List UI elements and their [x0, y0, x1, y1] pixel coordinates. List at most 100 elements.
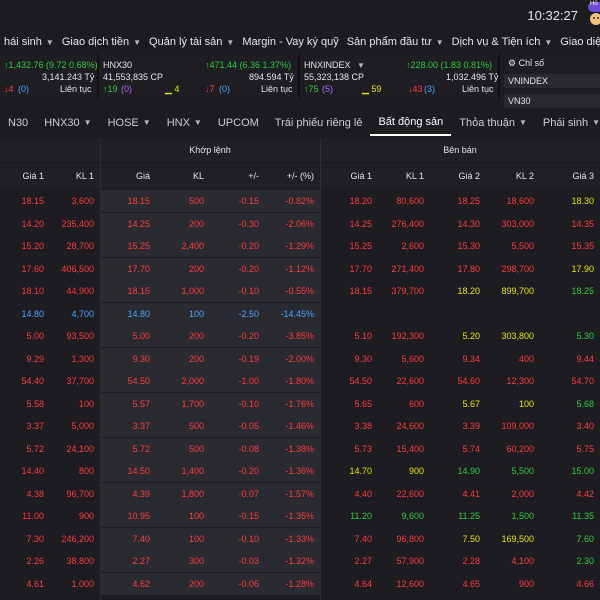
table-row[interactable]: 14.40 800 14.50 1,400 -0.20 -1.36% 14.70 900 14.… — [0, 460, 600, 482]
column-separator — [100, 138, 101, 600]
table-cell: 5.72 — [0, 437, 50, 460]
table-cell: 1,700 — [156, 392, 210, 415]
table-cell: 5,600 — [378, 347, 430, 370]
tab-3[interactable]: HNX ▼ — [159, 110, 210, 136]
tab-1[interactable]: HNX30 ▼ — [36, 110, 99, 136]
table-cell: 14.20 — [0, 212, 50, 235]
support-avatar-icon[interactable]: Hỗ — [588, 1, 600, 26]
menu-item-1[interactable]: Giao dịch tiền ▼ — [58, 36, 145, 48]
table-row[interactable]: 9.29 1,300 9.30 200 -0.19 -2.00% 9.30 5,600 9.34… — [0, 347, 600, 370]
column-header-3[interactable]: KL — [192, 171, 204, 181]
tab-4[interactable]: UPCOM — [210, 110, 267, 136]
table-cell: -0.06 — [210, 572, 265, 595]
tab-2[interactable]: HOSE ▼ — [100, 110, 159, 136]
column-header-4[interactable]: +/- — [248, 171, 259, 181]
table-cell: 5.57 — [100, 392, 156, 415]
column-header-0[interactable]: Giá 1 — [22, 171, 44, 181]
menu-item-5[interactable]: Dịch vụ & Tiện ích ▼ — [448, 36, 557, 48]
table-row[interactable]: 3.37 5,000 3.37 500 -0.05 -1.46% 3.38 24,600 3.3… — [0, 415, 600, 437]
table-cell: 169,500 — [486, 527, 540, 550]
table-cell: 14.50 — [100, 460, 156, 482]
header-group-ask: Bên bán — [443, 145, 477, 155]
tab-label: N30 — [8, 117, 29, 129]
table-row[interactable]: 54.40 37,700 54.50 2,000 -1.00 -1.80% 54.50 22,… — [0, 370, 600, 392]
menu-item-0[interactable]: hái sinh ▼ — [0, 36, 58, 48]
table-row[interactable]: 2.26 38,800 2.27 300 -0.03 -1.32% 2.27 57,900 2.… — [0, 550, 600, 572]
column-header-7[interactable]: KL 1 — [405, 171, 424, 181]
table-cell: -1.46% — [265, 415, 320, 437]
clock: 10:32:27 — [527, 8, 578, 23]
chevron-down-icon[interactable]: ▼ — [357, 61, 365, 70]
avatar-badge: Hỗ — [590, 1, 598, 7]
table-row[interactable]: 18.15 3,600 18.15 500 -0.15 -0.82% 18.20 80,600… — [0, 190, 600, 212]
column-header-1[interactable]: KL 1 — [75, 171, 94, 181]
index-list-item-vn30[interactable]: VN30 — [504, 94, 600, 108]
table-cell: 11.25 — [430, 505, 486, 527]
table-cell: 93,500 — [50, 325, 100, 347]
table-cell: 18,600 — [486, 190, 540, 212]
tab-5[interactable]: Trái phiếu riêng lẻ — [267, 110, 371, 136]
table-row[interactable]: 14.80 4,700 14.80 100 -2.50 -14.45% — [0, 302, 600, 325]
index-name: HNX30 — [103, 60, 133, 70]
chevron-down-icon: ▼ — [518, 118, 527, 127]
table-cell: 192,300 — [378, 325, 430, 347]
column-header-10[interactable]: Giá 3 — [572, 171, 594, 181]
table-cell: 7.50 — [430, 527, 486, 550]
table-cell: 11.20 — [320, 505, 378, 527]
table-row[interactable]: 4.38 96,700 4.39 1,800 -0.07 -1.57% 4.40 22,600… — [0, 482, 600, 505]
index-down-count: ↓7 — [205, 84, 215, 94]
column-header-6[interactable]: Giá 1 — [350, 171, 372, 181]
table-cell: 100 — [50, 392, 100, 415]
column-header-2[interactable]: Giá — [135, 171, 150, 181]
table-cell: 18.25 — [540, 280, 600, 302]
table-row[interactable]: 14.20 235,400 14.25 200 -0.30 -2.06% 14.25 276,… — [0, 212, 600, 235]
table-cell: 4,100 — [486, 550, 540, 572]
table-cell: 100 — [486, 392, 540, 415]
table-cell: 5.20 — [430, 325, 486, 347]
menu-item-2[interactable]: Quản lý tài sản ▼ — [145, 36, 238, 48]
table-cell: 1,800 — [156, 482, 210, 505]
table-row[interactable]: 5.72 24,100 5.72 500 -0.08 -1.38% 5.73 15,400 5.… — [0, 437, 600, 460]
index-card-hnx30[interactable]: HNX30 ↑471.44 (6.36 1.37%) 41,553,835 CP… — [99, 54, 298, 98]
table-cell: 22,600 — [378, 482, 430, 505]
index-flat-value: 59 — [371, 84, 382, 94]
table-cell: -3.85% — [265, 325, 320, 347]
tab-label: HNX — [166, 117, 190, 129]
tab-0[interactable]: N30 — [0, 110, 36, 136]
table-row[interactable]: 15.20 28,700 15.25 2,400 -0.20 -1.29% 15.25 2,6… — [0, 235, 600, 257]
menu-item-3[interactable]: Margin - Vay ký quỹ — [238, 36, 342, 48]
table-row[interactable]: 18.10 44,900 18.15 1,000 -0.10 -0.55% 18.15 379… — [0, 280, 600, 302]
tab-7[interactable]: Thỏa thuận ▼ — [451, 110, 535, 136]
table-cell: 4,700 — [50, 302, 100, 325]
table-row[interactable]: 5.00 93,500 5.00 200 -0.20 -3.85% 5.10 192,300 5… — [0, 325, 600, 347]
tab-6[interactable]: Bất động sản — [370, 110, 452, 136]
table-cell: 3,600 — [50, 190, 100, 212]
index-change: ↑1,432.76 (9.72 0.68%) — [4, 60, 98, 70]
table-row[interactable]: 11.00 900 10.95 100 -0.15 -1.35% 11.20 9,600 11.… — [0, 505, 600, 527]
menu-item-4[interactable]: Sản phẩm đầu tư ▼ — [343, 36, 448, 48]
table-cell: 4.41 — [430, 482, 486, 505]
table-cell: 5.30 — [540, 325, 600, 347]
table-row[interactable]: 5.58 100 5.57 1,700 -0.10 -1.76% 5.65 600 5.67 10… — [0, 392, 600, 415]
table-cell — [540, 302, 600, 325]
tab-8[interactable]: Phái sinh ▼ — [535, 110, 600, 136]
header-group-matched: Khớp lệnh — [189, 145, 231, 155]
table-cell: 5,500 — [486, 235, 540, 257]
table-cell — [320, 302, 378, 325]
index-value: 3,141.243 Tỷ — [42, 72, 95, 82]
table-cell: -0.15 — [210, 190, 265, 212]
index-card-hnxindex[interactable]: HNXINDEX ▼ ↑228.00 (1.83 0.81%) 55,323,1… — [300, 54, 498, 98]
table-cell: 14.25 — [320, 212, 378, 235]
column-header-5[interactable]: +/- (%) — [286, 171, 314, 181]
table-row[interactable]: 4.61 1,000 4.62 200 -0.06 -1.28% 4.64 12,600 4.6… — [0, 572, 600, 595]
table-row[interactable]: 17.60 406,500 17.70 200 -0.20 -1.12% 17.70 271,… — [0, 257, 600, 280]
table-cell: 54.50 — [100, 370, 156, 392]
column-header-8[interactable]: Giá 2 — [458, 171, 480, 181]
menu-item-6[interactable]: Giao diện của tôi — [556, 36, 600, 48]
table-row[interactable]: 7.30 246,200 7.40 100 -0.10 -1.33% 7.40 96,800 7… — [0, 527, 600, 550]
column-header-9[interactable]: KL 2 — [515, 171, 534, 181]
chevron-down-icon: ▼ — [83, 118, 92, 127]
table-cell: 4.66 — [540, 572, 600, 595]
index-card-vnindex[interactable]: ↑1,432.76 (9.72 0.68%) 3,141.243 Tỷ ↓4 (… — [0, 54, 98, 98]
index-list-item-vnindex[interactable]: VNINDEX — [504, 74, 600, 88]
